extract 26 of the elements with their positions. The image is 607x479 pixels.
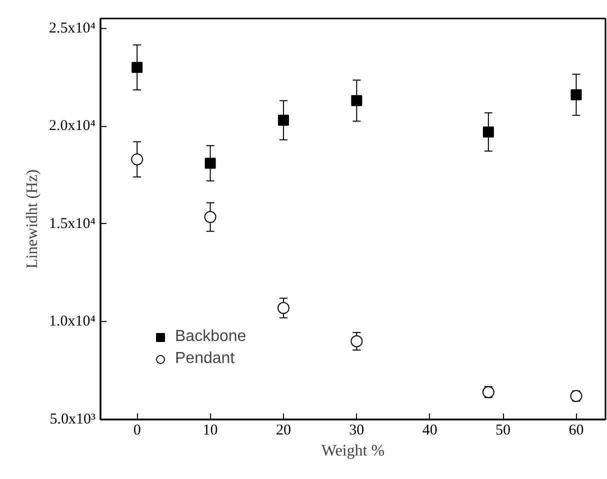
x-tick-label: 50 <box>496 422 511 438</box>
point <box>277 302 290 314</box>
x-tick-label: 40 <box>422 422 438 438</box>
point <box>351 95 362 106</box>
x-axis-title: Weight % <box>321 442 385 460</box>
y-tick-label: 2.5x10⁴ <box>49 20 96 36</box>
point <box>131 153 144 166</box>
point <box>350 335 363 348</box>
y-tick-label: 1.0x10⁴ <box>49 314 96 330</box>
y-tick-label: 1.5x10⁴ <box>49 216 96 232</box>
x-tick-label: 10 <box>202 422 218 438</box>
point <box>570 89 582 100</box>
y-tick-label: 2.0x10⁴ <box>49 118 96 134</box>
y-tick-label: 5.0x10³ <box>50 412 96 428</box>
x-tick-label: 20 <box>276 422 291 438</box>
x-tick-label: 60 <box>568 422 584 438</box>
point <box>278 114 289 126</box>
legend-label: Backbone <box>175 328 246 346</box>
legend-label: Pendant <box>175 350 235 368</box>
y-axis-title: Linewidht (Hz) <box>24 169 42 269</box>
point <box>132 62 143 73</box>
point <box>204 158 216 169</box>
x-tick-label: 0 <box>133 422 141 438</box>
point <box>482 126 494 138</box>
x-tick-label: 30 <box>349 422 364 438</box>
point <box>204 211 216 224</box>
